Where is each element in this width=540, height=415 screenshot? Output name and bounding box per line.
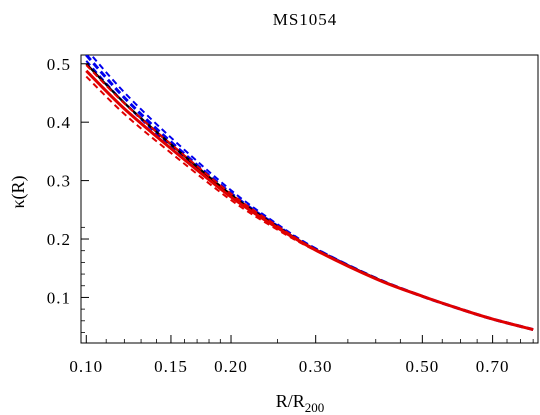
- y-tick-label: 0.4: [47, 113, 71, 132]
- series-line: [85, 62, 534, 331]
- y-axis-label: κ(R): [8, 175, 29, 208]
- x-axis-label-subscript: 200: [305, 400, 325, 415]
- series-line: [85, 55, 534, 332]
- x-tick-label: 0.30: [299, 357, 333, 376]
- y-tick-label: 0.1: [47, 288, 71, 307]
- x-tick-label: 0.20: [214, 357, 248, 376]
- chart-title: MS1054: [273, 10, 338, 29]
- series-band-line: [85, 75, 534, 331]
- y-tick-label: 0.3: [47, 172, 71, 191]
- ticks-layer: 0.10 0.15 0.20 0.30 0.50 0.70 0.1 0.2 0.3 0.4 0.5: [47, 55, 534, 376]
- x-tick-label: 0.10: [69, 357, 103, 376]
- series-band-line: [85, 64, 534, 331]
- x-tick-label: 0.50: [405, 357, 439, 376]
- series-line: [85, 69, 534, 332]
- series-band-line: [89, 55, 534, 331]
- x-axis-label: R/R200: [276, 391, 325, 415]
- y-tick-label: 0.2: [47, 230, 71, 249]
- plot-frame: [80, 54, 539, 344]
- x-axis-label-main: R/R: [276, 391, 305, 411]
- x-tick-label: 0.15: [154, 357, 188, 376]
- series-band-line: [85, 60, 534, 331]
- y-tick-label: 0.5: [47, 55, 71, 74]
- series-layer: [85, 55, 534, 332]
- x-tick-label: 0.70: [476, 357, 510, 376]
